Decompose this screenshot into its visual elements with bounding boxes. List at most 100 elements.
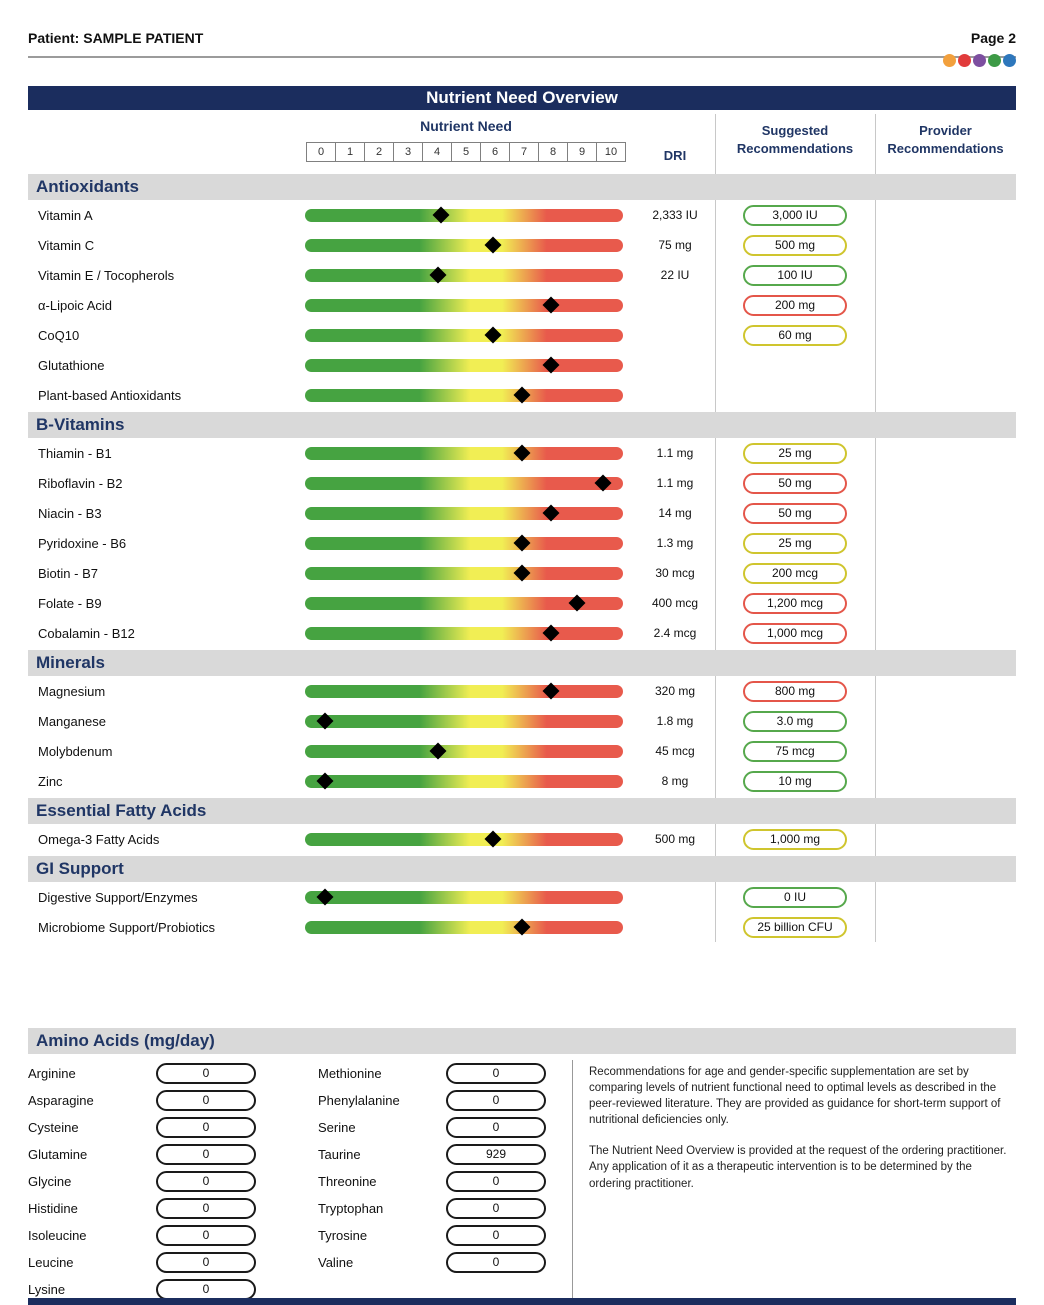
recommendation-pill: 25 mg bbox=[743, 442, 847, 464]
need-gradient-bar bbox=[305, 594, 623, 612]
amino-acids-body: Arginine 0 Asparagine 0 Cysteine 0 Glutamine 0 G… bbox=[28, 1060, 1016, 1303]
nutrient-row: α-Lipoic Acid 200 mg bbox=[28, 290, 1016, 320]
section-header: GI Support bbox=[28, 856, 1016, 882]
amino-acid-name: Taurine bbox=[318, 1147, 361, 1162]
amino-acid-row: Tyrosine 0 bbox=[318, 1222, 558, 1249]
nutrient-row: Magnesium 320 mg 800 mg bbox=[28, 676, 1016, 706]
need-marker bbox=[542, 504, 560, 522]
amino-acid-value-pill: 0 bbox=[156, 1279, 256, 1300]
need-gradient-bar bbox=[305, 830, 623, 848]
amino-column-1: Arginine 0 Asparagine 0 Cysteine 0 Glutamine 0 G… bbox=[28, 1060, 280, 1303]
amino-acid-name: Valine bbox=[318, 1255, 354, 1270]
nutrient-name: Pyridoxine - B6 bbox=[38, 535, 127, 551]
need-marker bbox=[432, 206, 450, 224]
suggested-cell: 800 mg bbox=[715, 680, 875, 702]
need-bar-cell bbox=[305, 236, 635, 254]
amino-acid-value-pill: 0 bbox=[156, 1117, 256, 1138]
nutrient-row: Zinc 8 mg 10 mg bbox=[28, 766, 1016, 796]
need-marker bbox=[568, 594, 586, 612]
need-bar-cell bbox=[305, 712, 635, 730]
amino-acid-name: Glutamine bbox=[28, 1147, 88, 1162]
amino-acid-name: Histidine bbox=[28, 1201, 78, 1216]
need-bar-cell bbox=[305, 594, 635, 612]
amino-acids-section-header: Amino Acids (mg/day) bbox=[28, 1028, 1016, 1054]
amino-acid-name: Asparagine bbox=[28, 1093, 94, 1108]
scale-tick: 9 bbox=[567, 142, 597, 162]
need-gradient-bar bbox=[305, 564, 623, 582]
need-marker bbox=[542, 296, 560, 314]
amino-acid-row: Phenylalanine 0 bbox=[318, 1087, 558, 1114]
page-number: Page 2 bbox=[970, 30, 1016, 46]
amino-acid-row: Glutamine 0 bbox=[28, 1141, 280, 1168]
need-bar-cell bbox=[305, 918, 635, 936]
need-gradient-bar bbox=[305, 326, 623, 344]
amino-acid-row: Tryptophan 0 bbox=[318, 1195, 558, 1222]
provider-header-line2: Recommendations bbox=[887, 140, 1004, 156]
dri-value: 45 mcg bbox=[655, 744, 695, 758]
amino-acid-value-pill: 0 bbox=[156, 1171, 256, 1192]
nutrient-row: Microbiome Support/Probiotics 25 billion … bbox=[28, 912, 1016, 942]
report-title: Nutrient Need Overview bbox=[426, 88, 618, 107]
need-gradient-bar bbox=[305, 918, 623, 936]
amino-acid-row: Histidine 0 bbox=[28, 1195, 280, 1222]
amino-acid-name: Methionine bbox=[318, 1066, 382, 1081]
suggested-cell: 3.0 mg bbox=[715, 710, 875, 732]
need-bar-cell bbox=[305, 296, 635, 314]
amino-acid-value-pill: 0 bbox=[156, 1090, 256, 1111]
amino-acid-row: Isoleucine 0 bbox=[28, 1222, 280, 1249]
scale-tick: 6 bbox=[480, 142, 510, 162]
scale-tick: 5 bbox=[451, 142, 481, 162]
nutrient-name: Digestive Support/Enzymes bbox=[38, 889, 198, 905]
suggested-header-line1: Suggested bbox=[761, 123, 829, 138]
suggested-cell: 75 mcg bbox=[715, 740, 875, 762]
need-bar-cell bbox=[305, 534, 635, 552]
need-marker bbox=[484, 326, 502, 344]
nutrient-table: Nutrient Need 0 1 2 3 4 5 6 7 8 9 10 DRI Suggested… bbox=[28, 110, 1016, 942]
scale-tick: 4 bbox=[422, 142, 452, 162]
amino-acid-value-pill: 0 bbox=[446, 1171, 546, 1192]
amino-acid-row: Threonine 0 bbox=[318, 1168, 558, 1195]
amino-acid-name: Arginine bbox=[28, 1066, 76, 1081]
need-bar-cell bbox=[305, 266, 635, 284]
amino-acid-name: Glycine bbox=[28, 1174, 72, 1189]
amino-acid-value-pill: 0 bbox=[156, 1063, 256, 1084]
nutrient-name: Glutathione bbox=[38, 357, 105, 373]
dri-value: 75 mg bbox=[658, 238, 692, 252]
dri-value: 320 mg bbox=[654, 684, 696, 698]
amino-acid-value-pill: 0 bbox=[446, 1225, 546, 1246]
recommendation-pill: 10 mg bbox=[743, 770, 847, 792]
brand-dot bbox=[1003, 54, 1016, 67]
scale-tick: 3 bbox=[393, 142, 423, 162]
suggested-cell: 1,000 mcg bbox=[715, 622, 875, 644]
need-bar-cell bbox=[305, 386, 635, 404]
need-bar-cell bbox=[305, 326, 635, 344]
nutrient-name: Zinc bbox=[38, 773, 63, 789]
nutrient-row: Niacin - B3 14 mg 50 mg bbox=[28, 498, 1016, 528]
suggested-cell: 60 mg bbox=[715, 324, 875, 346]
dri-value: 1.3 mg bbox=[656, 536, 694, 550]
need-gradient-bar bbox=[305, 534, 623, 552]
amino-acid-name: Tyrosine bbox=[318, 1228, 368, 1243]
recommendation-pill: 1,000 mcg bbox=[743, 622, 847, 644]
disclaimer-text: Recommendations for age and gender-speci… bbox=[573, 1060, 1016, 1303]
scale-tick: 10 bbox=[596, 142, 626, 162]
need-bar-cell bbox=[305, 206, 635, 224]
need-gradient-bar bbox=[305, 444, 623, 462]
amino-acid-name: Lysine bbox=[28, 1282, 66, 1297]
brand-dot bbox=[973, 54, 986, 67]
suggested-header: Suggested Recommendations bbox=[715, 122, 875, 157]
nutrient-row: Vitamin E / Tocopherols 22 IU 100 IU bbox=[28, 260, 1016, 290]
amino-acid-row: Leucine 0 bbox=[28, 1249, 280, 1276]
recommendation-pill: 25 billion CFU bbox=[743, 916, 847, 938]
nutrient-name: Niacin - B3 bbox=[38, 505, 102, 521]
scale-tick: 8 bbox=[538, 142, 568, 162]
section-header: Essential Fatty Acids bbox=[28, 798, 1016, 824]
need-gradient-bar bbox=[305, 356, 623, 374]
need-marker bbox=[542, 356, 560, 374]
dri-value: 8 mg bbox=[661, 774, 689, 788]
nutrient-need-header: Nutrient Need bbox=[420, 118, 512, 134]
nutrient-name: Vitamin A bbox=[38, 207, 93, 223]
dri-value: 14 mg bbox=[658, 506, 692, 520]
suggested-header-line2: Recommendations bbox=[736, 140, 854, 156]
dri-value: 1.1 mg bbox=[656, 446, 694, 460]
